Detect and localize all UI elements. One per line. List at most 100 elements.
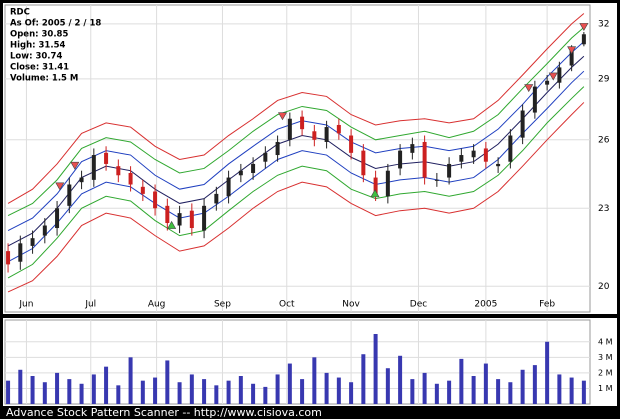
x-tick-label: Dec bbox=[410, 300, 427, 310]
volume-tick-label: 3 M bbox=[598, 353, 613, 362]
y-tick-label: 32 bbox=[598, 19, 609, 29]
candle-body bbox=[128, 172, 133, 185]
volume-bar bbox=[324, 372, 329, 404]
signal-marker bbox=[167, 220, 177, 229]
signal-marker bbox=[579, 23, 589, 31]
candle-body bbox=[18, 243, 23, 262]
volume-bar bbox=[569, 377, 574, 404]
price-frame bbox=[4, 4, 591, 313]
volume-bar bbox=[349, 382, 354, 404]
candle-body bbox=[91, 155, 96, 180]
candle-body bbox=[287, 118, 292, 140]
volume-bar bbox=[410, 379, 415, 404]
volume-bar bbox=[165, 360, 170, 404]
candle-body bbox=[569, 50, 574, 66]
signal-marker bbox=[370, 189, 380, 198]
candle-body bbox=[373, 177, 378, 194]
candle-body bbox=[532, 86, 537, 113]
volume-bar bbox=[153, 377, 158, 404]
info-line: Volume: 1.5 M bbox=[10, 74, 78, 84]
y-tick-label: 26 bbox=[598, 135, 610, 145]
candle-body bbox=[471, 150, 476, 158]
candle-body bbox=[6, 251, 11, 265]
x-tick-label: Jun bbox=[18, 300, 33, 310]
candle-body bbox=[238, 170, 243, 176]
volume-bar bbox=[361, 354, 366, 404]
signal-marker bbox=[548, 72, 558, 81]
volume-bar bbox=[18, 369, 23, 404]
y-tick-label: 20 bbox=[598, 282, 610, 292]
volume-bar bbox=[532, 365, 537, 404]
volume-bar bbox=[447, 380, 452, 404]
volume-bar bbox=[520, 369, 525, 404]
candle-body bbox=[275, 141, 280, 156]
candle-body bbox=[312, 131, 317, 140]
signal-marker bbox=[277, 112, 288, 121]
footer: Advance Stock Pattern Scanner -- http://… bbox=[6, 406, 322, 419]
candle-body bbox=[336, 124, 341, 134]
volume-tick-label: 4 M bbox=[598, 337, 613, 346]
x-tick-label: 2005 bbox=[474, 300, 497, 310]
x-tick-label: Feb bbox=[539, 300, 555, 310]
candle-body bbox=[545, 80, 550, 85]
candle-body bbox=[459, 155, 464, 162]
volume-bar bbox=[189, 374, 194, 404]
candle-body bbox=[263, 152, 268, 162]
x-tick-label: Oct bbox=[279, 300, 295, 310]
candle-body bbox=[251, 163, 256, 173]
volume-bar bbox=[226, 380, 231, 404]
volume-bar bbox=[42, 382, 47, 404]
candle-body bbox=[483, 148, 488, 162]
volume-bar bbox=[287, 363, 292, 404]
volume-bar bbox=[300, 379, 305, 404]
volume-bar bbox=[128, 357, 133, 404]
volume-bar bbox=[557, 374, 562, 404]
candle-body bbox=[189, 210, 194, 229]
candle-body bbox=[324, 127, 329, 142]
volume-bar bbox=[6, 380, 11, 404]
candle-body bbox=[214, 193, 219, 204]
candle-body bbox=[410, 144, 415, 153]
candle-body bbox=[104, 152, 109, 164]
volume-bar bbox=[336, 377, 341, 404]
signal-marker bbox=[55, 182, 65, 191]
volume-bar bbox=[67, 379, 72, 404]
candle-body bbox=[508, 135, 513, 162]
signal-marker bbox=[567, 46, 577, 55]
volume-frame bbox=[4, 319, 591, 405]
info-line: RDC bbox=[10, 8, 30, 18]
x-tick-label: Sep bbox=[214, 300, 231, 310]
volume-bar bbox=[398, 355, 403, 404]
candle-body bbox=[581, 34, 586, 45]
candle-body bbox=[116, 166, 121, 176]
candle-body bbox=[202, 205, 207, 231]
volume-tick-label: 1 M bbox=[598, 384, 613, 393]
volume-bar bbox=[202, 379, 207, 404]
candle-body bbox=[300, 116, 305, 130]
volume-bar bbox=[104, 366, 109, 404]
x-tick-label: Nov bbox=[342, 300, 360, 310]
candle-body bbox=[385, 170, 390, 197]
volume-bar bbox=[91, 374, 96, 404]
volume-bar bbox=[116, 385, 121, 404]
candle-body bbox=[422, 141, 427, 178]
candle-body bbox=[434, 179, 439, 181]
volume-bar bbox=[459, 358, 464, 404]
candle-body bbox=[67, 184, 72, 206]
candle-body bbox=[520, 110, 525, 138]
info-line: As Of: 2005 / 2 / 18 bbox=[10, 19, 101, 29]
volume-bar bbox=[545, 341, 550, 404]
volume-bar bbox=[177, 382, 182, 404]
info-line: Close: 31.41 bbox=[10, 63, 69, 73]
volume-bar bbox=[581, 380, 586, 404]
candle-body bbox=[165, 205, 170, 224]
volume-bar bbox=[251, 383, 256, 404]
info-line: High: 31.54 bbox=[10, 41, 65, 51]
volume-bar bbox=[55, 372, 60, 404]
volume-bar bbox=[385, 368, 390, 404]
signal-marker bbox=[70, 161, 80, 170]
band-line bbox=[7, 26, 585, 217]
volume-bar bbox=[471, 376, 476, 404]
x-tick-label: Jul bbox=[84, 300, 96, 310]
